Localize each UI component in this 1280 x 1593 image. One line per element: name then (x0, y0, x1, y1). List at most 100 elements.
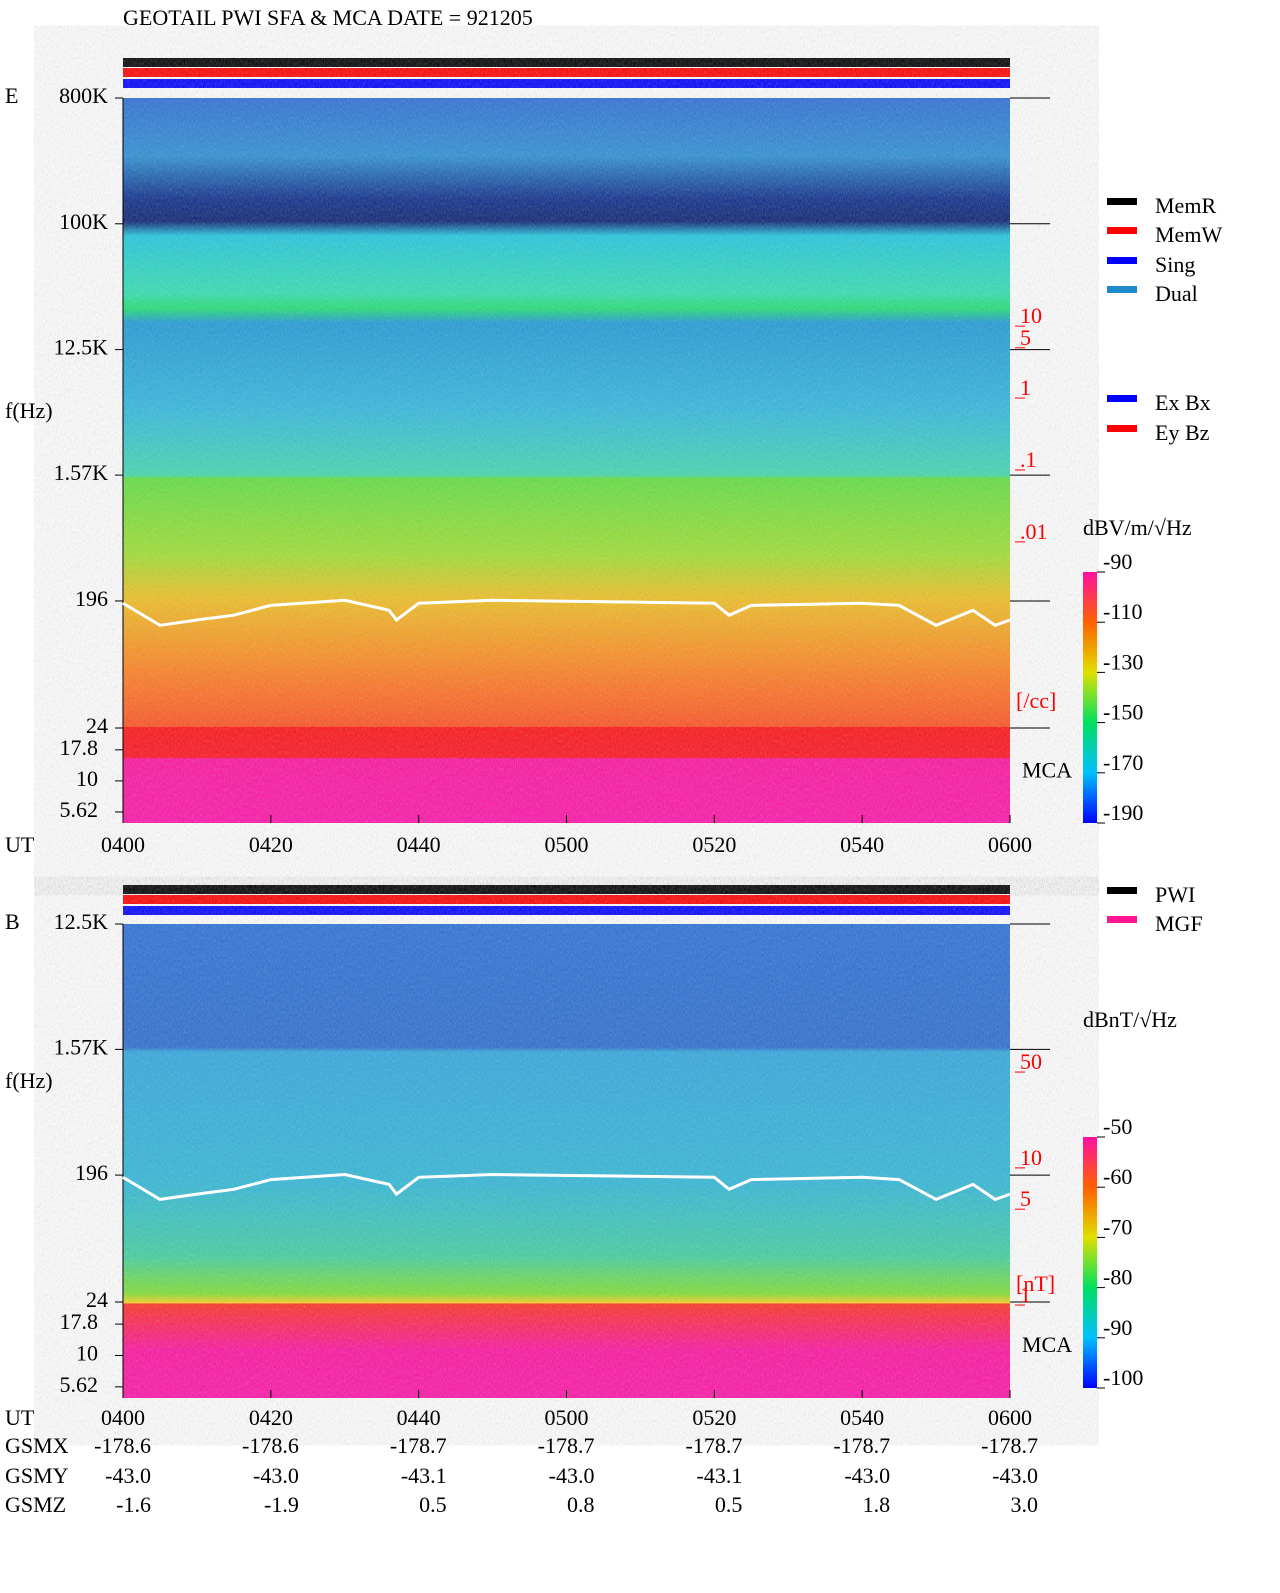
orbit-name: GSMY (5, 1463, 69, 1488)
orbit-value: -43.0 (253, 1463, 299, 1488)
legend-swatch (1107, 887, 1137, 894)
y2-tick-label: 50 (1020, 1049, 1042, 1074)
x-tick-label: 0500 (545, 832, 589, 857)
y2-tick-label: 1 (1020, 1282, 1031, 1307)
mca-tick-label: 10 (76, 766, 98, 791)
x-label: UT (5, 1405, 35, 1430)
y-tick-label: 800K (59, 83, 108, 108)
plasma-line (122, 1172, 1011, 1202)
orbit-value: 0.5 (419, 1492, 447, 1517)
mca-label: MCA (1022, 758, 1072, 783)
orbit-value: -178.6 (242, 1433, 299, 1458)
x-tick-label: 0600 (988, 1405, 1032, 1430)
panel-label: B (5, 909, 20, 934)
y2-tick-label: 10 (1020, 303, 1042, 328)
x-label: UT (5, 832, 35, 857)
mca-tick-label: 5.62 (60, 797, 99, 822)
status-bar (123, 68, 1010, 77)
colorbar-tick-label: -170 (1103, 750, 1143, 775)
y2-tick-label: .01 (1020, 519, 1048, 544)
orbit-value: -43.1 (401, 1463, 447, 1488)
legend-swatch (1107, 425, 1137, 432)
orbit-name: GSMZ (5, 1492, 66, 1517)
legend-label: Ey Bz (1155, 420, 1210, 445)
y2-tick-label: 5 (1020, 325, 1031, 350)
orbit-value: -178.7 (833, 1433, 890, 1458)
plasma-line (122, 598, 1011, 627)
mca-tick-label: 17.8 (60, 735, 99, 760)
spectrogram-noise (123, 924, 1010, 1398)
orbit-value: -178.7 (981, 1433, 1038, 1458)
y2-tick-label: 5 (1020, 1186, 1031, 1211)
y-tick-label: 196 (75, 586, 108, 611)
x-tick-label: 0540 (840, 832, 884, 857)
y-tick-label: 100K (59, 209, 108, 234)
legend-label: Ex Bx (1155, 390, 1211, 415)
mca-label: MCA (1022, 1332, 1072, 1357)
x-tick-label: 0600 (988, 832, 1032, 857)
orbit-value: 0.8 (567, 1492, 595, 1517)
spectrogram-noise (123, 98, 1010, 823)
x-tick-label: 0400 (101, 1405, 145, 1430)
orbit-name: GSMX (5, 1433, 69, 1458)
legend-swatch (1107, 395, 1137, 402)
panel-label: E (5, 83, 18, 108)
mca-tick-label: 5.62 (60, 1372, 99, 1397)
colorbar (1083, 572, 1097, 823)
legend-swatch (1107, 257, 1137, 264)
colorbar-label: dBV/m/√Hz (1083, 515, 1192, 540)
y-tick-label: 24 (86, 713, 108, 738)
colorbar-tick-label: -80 (1103, 1265, 1132, 1290)
orbit-value: -43.0 (549, 1463, 595, 1488)
x-tick-label: 0420 (249, 832, 293, 857)
x-tick-label: 0400 (101, 832, 145, 857)
orbit-value: 1.8 (863, 1492, 891, 1517)
colorbar-tick-label: -130 (1103, 649, 1143, 674)
y2-tick-label: .1 (1020, 447, 1037, 472)
colorbar-tick-label: -90 (1103, 1315, 1132, 1340)
colorbar-tick-label: -90 (1103, 549, 1132, 574)
y-tick-label: 1.57K (54, 1034, 109, 1059)
status-bar (123, 79, 1010, 88)
orbit-value: -43.0 (992, 1463, 1038, 1488)
x-tick-label: 0520 (692, 832, 736, 857)
legend-label: PWI (1155, 882, 1195, 907)
orbit-value: -1.6 (116, 1492, 151, 1517)
orbit-value: -178.7 (538, 1433, 595, 1458)
y2-label: [/cc] (1016, 688, 1056, 713)
colorbar-tick-label: -110 (1103, 599, 1143, 624)
x-tick-label: 0420 (249, 1405, 293, 1430)
colorbar (1083, 1137, 1097, 1388)
legend-label: MemW (1155, 222, 1222, 247)
y2-tick-label: 10 (1020, 1145, 1042, 1170)
legend-label: MemR (1155, 193, 1216, 218)
y-tick-label: 1.57K (54, 460, 109, 485)
orbit-value: 3.0 (1011, 1492, 1039, 1517)
orbit-value: -1.9 (264, 1492, 299, 1517)
status-bar (123, 58, 1010, 67)
orbit-value: 0.5 (715, 1492, 743, 1517)
status-bar (123, 885, 1010, 894)
orbit-value: -43.1 (697, 1463, 743, 1488)
legend-swatch (1107, 286, 1137, 293)
mca-tick-label: 10 (76, 1341, 98, 1366)
colorbar-tick-label: -60 (1103, 1164, 1132, 1189)
y-tick-label: 24 (86, 1287, 108, 1312)
chart-title: GEOTAIL PWI SFA & MCA DATE = 921205 (123, 5, 533, 30)
orbit-value: -178.7 (686, 1433, 743, 1458)
x-tick-label: 0540 (840, 1405, 884, 1430)
legend-swatch (1107, 916, 1137, 923)
legend-label: Sing (1155, 252, 1195, 277)
legend-label: Dual (1155, 281, 1198, 306)
colorbar-tick-label: -70 (1103, 1214, 1132, 1239)
colorbar-tick-label: -50 (1103, 1114, 1132, 1139)
colorbar-tick-label: -150 (1103, 700, 1143, 725)
legend-label: MGF (1155, 911, 1203, 936)
colorbar-tick-label: -190 (1103, 800, 1143, 825)
colorbar-label: dBnT/√Hz (1083, 1007, 1177, 1032)
x-tick-label: 0520 (692, 1405, 736, 1430)
x-tick-label: 0500 (545, 1405, 589, 1430)
legend-swatch (1107, 227, 1137, 234)
y2-label: [nT] (1016, 1271, 1055, 1296)
